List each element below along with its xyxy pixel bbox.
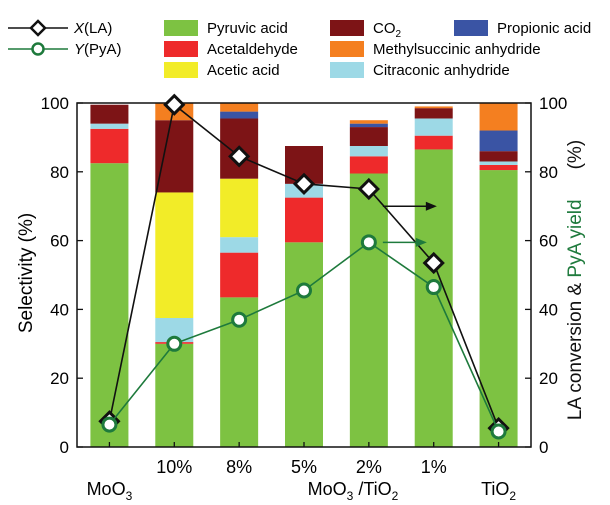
data-point-diamond (163, 93, 186, 116)
bar-segment (414, 108, 453, 119)
bar-segment (220, 103, 259, 112)
bar-segment (220, 237, 259, 253)
bar-segment (414, 149, 453, 447)
bar-segment (155, 120, 194, 193)
legend-swatch (164, 62, 198, 78)
legend-label: CO2 (373, 20, 402, 40)
y2-tick-label: 40 (539, 300, 558, 319)
axis-arrows (382, 201, 437, 247)
legend-label: Methylsuccinic anhydride (373, 41, 541, 58)
y2-axis-label: LA conversion & PyA yield (%) (565, 140, 586, 420)
bar-segment (479, 164, 518, 171)
y2-tick-label: 100 (539, 94, 567, 113)
line-series (98, 93, 510, 440)
legend-swatch (330, 20, 364, 36)
bar-segment (479, 130, 518, 152)
x-tick-label: 10% (156, 457, 192, 477)
data-point-circle (360, 234, 377, 251)
data-point-circle (166, 335, 183, 352)
x-tick-label: 8% (226, 457, 252, 477)
x-tick-label: MoO3 (87, 479, 133, 503)
arrow-la-head (425, 201, 437, 211)
bar-segment (414, 106, 453, 109)
bar-segment (479, 161, 518, 165)
data-point-diamond (228, 145, 251, 168)
y2-axis-label-yield: PyA yield (565, 199, 586, 277)
bar-segment (90, 123, 129, 129)
bar-segment (220, 111, 259, 119)
y-axis-label: Selectivity (%) (16, 213, 37, 333)
y2-tick-label: 0 (539, 438, 548, 457)
y-tick-label: 60 (50, 232, 69, 251)
x-group-label: MoO3 /TiO2 (308, 479, 399, 503)
bar-segment (285, 242, 323, 447)
legend-swatch (164, 20, 198, 36)
data-point-circle (425, 279, 442, 296)
data-point-diamond (422, 251, 445, 275)
bar-segment (349, 156, 388, 174)
legend-label: Pyruvic acid (207, 20, 288, 37)
bar-stacks (90, 103, 518, 447)
bar-segment (349, 146, 388, 157)
bar-segment (155, 343, 194, 447)
legend-label: Citraconic anhydride (373, 62, 510, 79)
bar-segment (479, 151, 518, 162)
y2-tick-label: 20 (539, 369, 558, 388)
data-point-circle (296, 282, 312, 299)
y2-axis-label-unit: (%) (565, 140, 586, 170)
y-tick-label: 0 (60, 438, 69, 457)
bar-segment (479, 103, 518, 131)
legend-label: Y(PyA) (74, 41, 122, 58)
bar-segment (349, 123, 388, 128)
y2-axis-label-conversion: LA conversion & (565, 278, 586, 421)
y-tick-label: 40 (50, 300, 69, 319)
data-point-diamond (292, 172, 316, 195)
legend-label: Acetaldehyde (207, 41, 298, 58)
legend-label: Acetic acid (207, 62, 280, 79)
bar-segment (285, 197, 323, 243)
data-point-circle (231, 311, 248, 328)
bar-segment (220, 252, 259, 298)
y-tick-label: 80 (50, 163, 69, 182)
bar-segment (414, 135, 453, 150)
bar-segment (155, 192, 194, 318)
legend-swatch (164, 41, 198, 57)
y2-tick-label: 80 (539, 163, 558, 182)
bar-segment (479, 170, 518, 447)
legend-label: Propionic acid (497, 20, 591, 37)
x-tick-label: 2% (356, 457, 382, 477)
axes: 0 0 20 20 40 40 60 60 80 80 100 100 MoO3 10% 8% 5% 2% 1% T… (41, 94, 568, 503)
bar-segment (90, 128, 129, 164)
y2-tick-label: 60 (539, 232, 558, 251)
bar-segment (90, 104, 129, 124)
legend-swatch (330, 41, 364, 57)
x-tick-label: 5% (291, 457, 317, 477)
data-point-circle (101, 416, 118, 433)
bar-segment (90, 163, 129, 447)
bar-segment (349, 127, 388, 146)
bar-segment (220, 178, 259, 238)
legend: X(LA) Y(PyA) Pyruvic acid Acetaldehyde Aceti… (8, 19, 591, 79)
x-tick-label: 1% (421, 457, 447, 477)
arrow-pya-head (415, 237, 427, 247)
x-tick-label: TiO2 (481, 479, 516, 503)
y-tick-label: 100 (41, 94, 69, 113)
legend-marker-circle (31, 42, 45, 56)
legend-marker-diamond (29, 19, 47, 37)
legend-swatch (454, 20, 488, 36)
data-point-circle (490, 423, 507, 440)
bar-segment (349, 120, 388, 124)
legend-swatch (330, 62, 364, 78)
bar-segment (349, 173, 388, 447)
legend-label: X(LA) (73, 20, 112, 37)
y-tick-label: 20 (50, 369, 69, 388)
data-point-diamond (357, 177, 380, 201)
bar-segment (414, 118, 453, 136)
